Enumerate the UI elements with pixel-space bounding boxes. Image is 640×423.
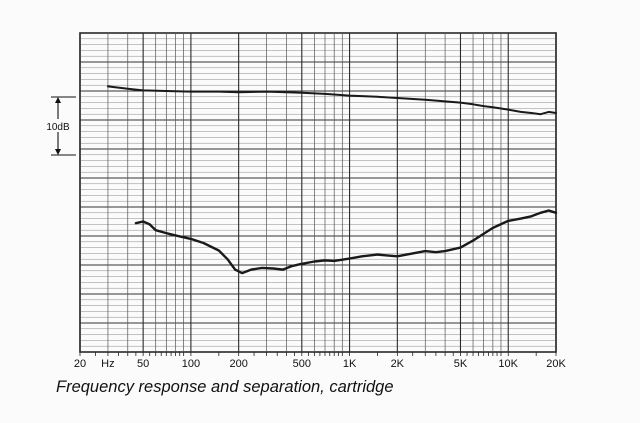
plot-frame xyxy=(79,32,557,353)
chart-grid xyxy=(79,32,557,356)
x-tick-label: 1K xyxy=(343,358,357,370)
data-point xyxy=(226,258,229,260)
data-point xyxy=(459,102,462,104)
data-point xyxy=(238,91,240,93)
x-tick-label: 10K xyxy=(498,358,518,370)
data-point xyxy=(349,95,351,97)
x-axis-tick-labels: 20 Hz 50 100 200 500 1K 2K 5K 10K 20K xyxy=(74,358,567,370)
data-point xyxy=(530,112,533,114)
data-point xyxy=(507,109,509,111)
data-point xyxy=(483,105,485,107)
data-point xyxy=(142,220,144,223)
x-tick-label: 100 xyxy=(182,358,200,370)
x-tick-label: 50 xyxy=(137,358,149,370)
data-point xyxy=(530,215,533,217)
data-point xyxy=(396,255,398,257)
data-point xyxy=(444,250,446,252)
data-point xyxy=(301,92,303,94)
data-point xyxy=(324,259,326,261)
data-point xyxy=(472,240,474,242)
data-point xyxy=(492,227,494,229)
data-point xyxy=(548,209,550,212)
data-point xyxy=(555,212,557,214)
data-point xyxy=(540,212,542,214)
data-point xyxy=(424,99,426,101)
data-point xyxy=(520,218,522,220)
data-point xyxy=(250,269,252,271)
data-point xyxy=(218,91,220,93)
data-point xyxy=(282,269,284,271)
data-point xyxy=(127,88,129,90)
data-point xyxy=(190,238,192,240)
scale-label-bg xyxy=(43,119,73,132)
x-tick-label: 20K xyxy=(546,358,566,370)
data-point xyxy=(142,89,144,91)
data-point xyxy=(266,91,268,93)
data-point xyxy=(396,97,398,99)
data-point xyxy=(174,234,177,236)
data-point xyxy=(324,93,326,95)
data-point xyxy=(459,247,462,249)
data-point xyxy=(234,269,236,271)
data-point xyxy=(424,250,426,252)
x-tick-label: 5K xyxy=(454,358,468,370)
chart-series xyxy=(106,85,558,275)
scale-label: 10dB xyxy=(46,122,70,133)
data-point xyxy=(135,222,137,224)
data-point xyxy=(261,267,263,269)
data-point xyxy=(435,251,437,253)
x-tick-label: Hz xyxy=(101,358,114,370)
data-point xyxy=(107,85,109,87)
x-tick-label: 500 xyxy=(293,358,311,370)
scale-arrow-up xyxy=(55,97,61,103)
data-point xyxy=(272,267,274,270)
scale-arrow-down xyxy=(55,149,61,155)
data-point xyxy=(540,113,542,115)
data-point xyxy=(190,91,192,93)
data-point xyxy=(492,106,494,108)
data-point xyxy=(155,229,157,231)
data-point xyxy=(165,90,167,92)
data-point xyxy=(444,100,446,102)
x-tick-label: 200 xyxy=(230,358,248,370)
x-tick-label: 20 xyxy=(74,358,86,370)
data-point xyxy=(290,265,292,267)
data-point xyxy=(333,260,335,262)
data-point xyxy=(202,242,205,244)
data-point xyxy=(472,103,474,105)
data-point xyxy=(149,223,151,225)
data-point xyxy=(376,96,379,98)
data-point xyxy=(218,249,220,252)
data-point xyxy=(507,220,509,222)
data-point xyxy=(376,254,379,256)
chart-caption: Frequency response and separation, cartr… xyxy=(56,378,394,396)
data-point xyxy=(313,260,315,263)
data-point xyxy=(483,233,485,235)
data-point xyxy=(165,232,167,234)
data-point xyxy=(349,258,351,260)
x-tick-label: 2K xyxy=(391,358,405,370)
data-point xyxy=(361,255,363,257)
data-point xyxy=(412,252,414,254)
data-point xyxy=(301,263,303,265)
data-point xyxy=(555,112,557,114)
db-scale-marker: 10dB xyxy=(43,96,76,156)
data-point xyxy=(520,111,522,113)
data-point xyxy=(548,111,550,113)
data-point xyxy=(241,272,243,274)
